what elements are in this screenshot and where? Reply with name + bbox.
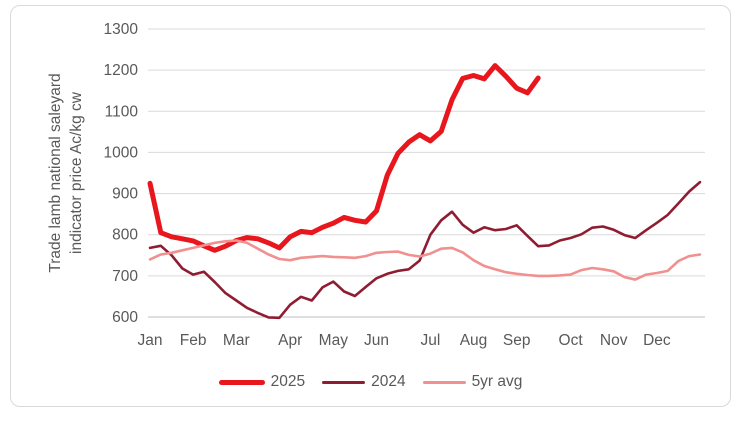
y-tick-label: 900: [112, 186, 138, 203]
legend: 2025 2024 5yr avg: [10, 372, 731, 392]
y-tick-label: 1000: [104, 144, 139, 161]
legend-label-2024: 2024: [371, 373, 406, 390]
y-tick-label: 700: [112, 268, 138, 285]
x-tick-label-apr: Apr: [278, 332, 302, 349]
legend-item-2025: 2025: [218, 373, 306, 391]
y-axis-title-line2: indicator price Ac/kg cw: [68, 92, 85, 254]
x-tick-label-aug: Aug: [460, 332, 488, 349]
x-tick-label-jan: Jan: [138, 332, 163, 349]
y-tick-label: 1100: [105, 103, 139, 120]
y-tick-label: 1200: [104, 62, 139, 79]
legend-label-5yr-avg: 5yr avg: [471, 373, 523, 390]
legend-label-2025: 2025: [270, 373, 306, 390]
legend-item-2024: 2024: [322, 373, 406, 391]
legend-item-5yr-avg: 5yr avg: [422, 373, 523, 391]
x-tick-label-oct: Oct: [559, 332, 584, 349]
y-axis-title: Trade lamb national saleyard indicator p…: [45, 73, 87, 272]
legend-swatch-2024: [322, 380, 366, 384]
series-line-5yr-avg: [148, 239, 702, 281]
series-line-2024: [148, 180, 702, 320]
legend-swatch-2025: [218, 379, 265, 385]
x-tick-label-dec: Dec: [643, 332, 671, 349]
x-tick-label-sep: Sep: [503, 332, 531, 349]
y-tick-label: 600: [112, 309, 138, 326]
legend-swatch-5yr-avg: [422, 380, 466, 384]
chart-border: [10, 5, 731, 407]
x-tick-label-jun: Jun: [364, 332, 389, 349]
x-tick-label-may: May: [319, 332, 349, 349]
y-axis-title-line1: Trade lamb national saleyard: [47, 73, 64, 273]
x-tick-label-feb: Feb: [180, 332, 207, 349]
y-tick-label: 800: [112, 227, 138, 244]
x-tick-label-jul: Jul: [420, 332, 440, 349]
x-tick-label-nov: Nov: [600, 332, 628, 349]
series-line-2025: [147, 63, 541, 253]
y-tick-label: 1300: [104, 21, 139, 38]
x-tick-label-mar: Mar: [223, 332, 250, 349]
